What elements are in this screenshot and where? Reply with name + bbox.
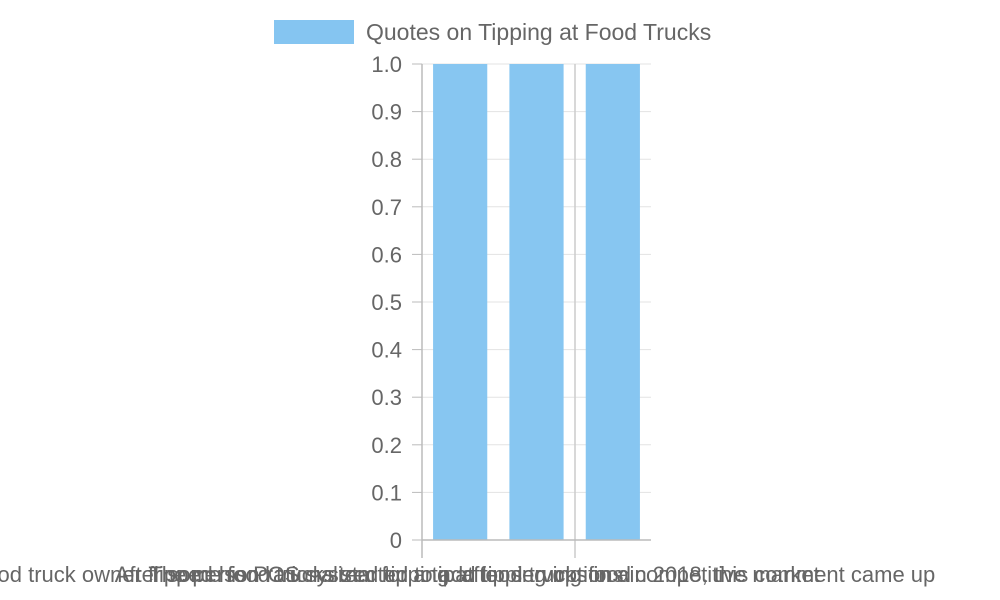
bar[interactable]	[509, 64, 564, 540]
bar[interactable]	[433, 64, 488, 540]
bars	[433, 64, 640, 540]
axes: 0 0.1 0.2 0.3 0.4 0.5 0.6 0.7 0.8 0.9 1.0 A custome…	[0, 52, 935, 587]
y-tick-label: 0.2	[371, 433, 402, 458]
legend[interactable]: Quotes on Tipping at Food Trucks	[274, 19, 711, 45]
x-category-label: The person rationalized tipping at food …	[148, 562, 819, 587]
y-tick-label: 0.5	[371, 290, 402, 315]
legend-swatch[interactable]	[274, 20, 354, 44]
y-tick-label: 0.3	[371, 385, 402, 410]
legend-label[interactable]: Quotes on Tipping at Food Trucks	[366, 19, 711, 45]
y-tick-label: 0	[390, 528, 402, 553]
y-tick-label: 0.9	[371, 100, 402, 125]
y-tick-label: 0.7	[371, 195, 402, 220]
y-tick-label: 0.6	[371, 242, 402, 267]
y-tick-label: 1.0	[371, 52, 402, 77]
x-category-label: A customer reacted after a food truck ow…	[0, 562, 631, 587]
x-category-label: After some food trucks started to add ti…	[115, 562, 936, 587]
y-tick-label: 0.4	[371, 338, 402, 363]
y-tick-label: 0.8	[371, 147, 402, 172]
y-tick-label: 0.1	[371, 480, 402, 505]
bar[interactable]	[585, 64, 640, 540]
